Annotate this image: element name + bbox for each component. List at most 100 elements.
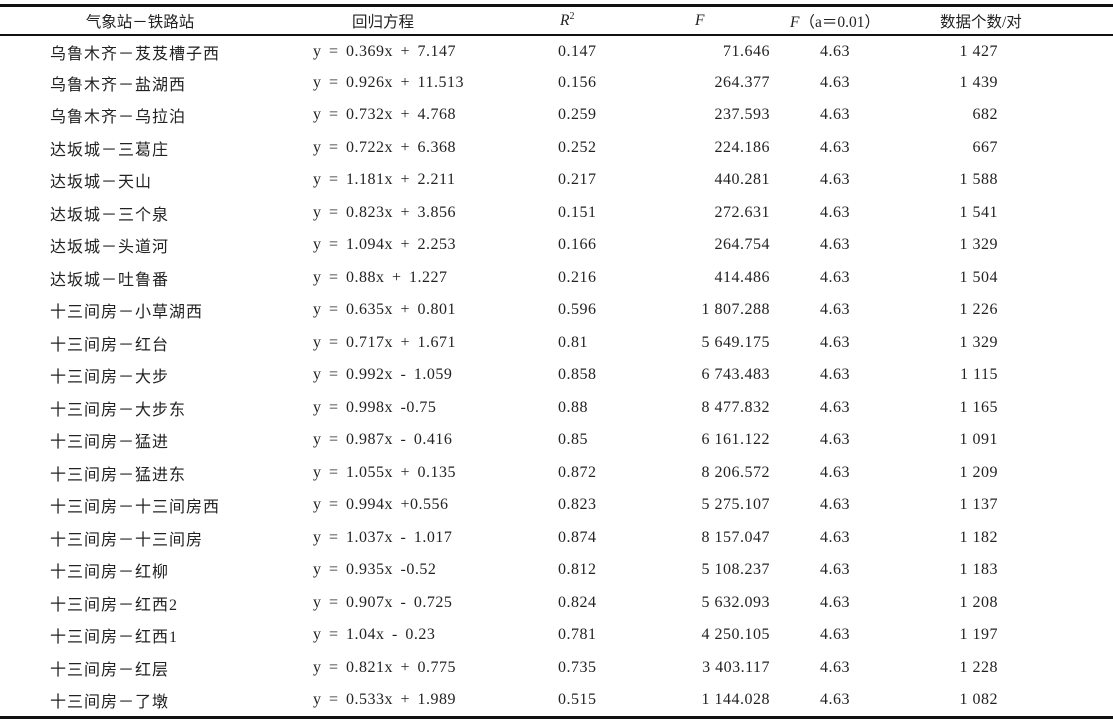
cell-station: 十三间房－猛进东 <box>50 466 187 484</box>
cell-f-critical: 4.63 <box>820 691 850 709</box>
table-row: 乌鲁木齐－盐湖西 y = 0.926x + 11.513 0.156 264.377 4… <box>0 67 1113 100</box>
cell-f: 5 649.175 <box>701 333 770 351</box>
cell-count: 667 <box>972 138 998 156</box>
cell-r2: 0.858 <box>558 366 597 384</box>
table-row: 十三间房－红西1 y = 1.04x - 0.23 0.781 4 250.105 4.… <box>0 619 1113 652</box>
cell-equation: y = 0.732x + 4.768 <box>313 106 457 124</box>
cell-equation: y = 0.823x + 3.856 <box>313 203 457 221</box>
table-top-rule <box>0 4 1113 7</box>
header-r2-sup: 2 <box>569 10 575 22</box>
table-row: 十三间房－红西2 y = 0.907x - 0.725 0.824 5 632.093… <box>0 587 1113 620</box>
cell-r2: 0.151 <box>558 203 597 221</box>
cell-station: 达坂城－天山 <box>50 174 153 192</box>
cell-f-critical: 4.63 <box>820 366 850 384</box>
cell-f-critical: 4.63 <box>820 561 850 579</box>
cell-r2: 0.781 <box>558 626 597 644</box>
cell-count: 1 165 <box>959 398 998 416</box>
cell-f: 5 632.093 <box>701 593 770 611</box>
cell-f-critical: 4.63 <box>820 106 850 124</box>
cell-equation: y = 0.369x + 7.147 <box>313 43 457 61</box>
cell-f-critical: 4.63 <box>820 203 850 221</box>
cell-r2: 0.823 <box>558 496 597 514</box>
cell-r2: 0.88 <box>558 398 588 416</box>
cell-count: 1 082 <box>959 691 998 709</box>
cell-f-critical: 4.63 <box>820 43 850 61</box>
cell-station: 乌鲁木齐－盐湖西 <box>50 76 187 94</box>
cell-station: 十三间房－红西2 <box>50 596 179 614</box>
cell-equation: y = 1.04x - 0.23 <box>313 626 436 644</box>
table-row: 十三间房－红柳 y = 0.935x -0.52 0.812 5 108.237 4.6… <box>0 554 1113 587</box>
cell-equation: y = 0.994x +0.556 <box>313 496 449 514</box>
cell-f-critical: 4.63 <box>820 496 850 514</box>
cell-equation: y = 0.992x - 1.059 <box>313 366 453 384</box>
cell-r2: 0.259 <box>558 106 597 124</box>
cell-r2: 0.596 <box>558 301 597 319</box>
table-row: 乌鲁木齐－乌拉泊 y = 0.732x + 4.768 0.259 237.593 4.… <box>0 99 1113 132</box>
header-fcrit-f: F <box>790 13 800 31</box>
table-header-rule <box>0 34 1113 36</box>
cell-f-critical: 4.63 <box>820 73 850 91</box>
cell-f: 8 206.572 <box>701 463 770 481</box>
cell-f-critical: 4.63 <box>820 301 850 319</box>
cell-f: 224.186 <box>714 138 770 156</box>
cell-station: 十三间房－红西1 <box>50 629 179 647</box>
cell-f-critical: 4.63 <box>820 333 850 351</box>
cell-f: 8 477.832 <box>701 398 770 416</box>
cell-f-critical: 4.63 <box>820 171 850 189</box>
cell-r2: 0.872 <box>558 463 597 481</box>
cell-count: 1 226 <box>959 301 998 319</box>
cell-count: 1 091 <box>959 431 998 449</box>
table-bottom-rule <box>0 716 1113 719</box>
cell-station: 十三间房－十三间房西 <box>50 499 221 517</box>
cell-equation: y = 1.181x + 2.211 <box>313 171 456 189</box>
cell-f-critical: 4.63 <box>820 236 850 254</box>
table-row: 十三间房－红台 y = 0.717x + 1.671 0.81 5 649.175 4.… <box>0 327 1113 360</box>
cell-r2: 0.85 <box>558 431 588 449</box>
cell-count: 1 329 <box>959 333 998 351</box>
cell-f: 1 144.028 <box>701 691 770 709</box>
cell-r2: 0.735 <box>558 658 597 676</box>
cell-count: 1 115 <box>960 366 998 384</box>
cell-f-critical: 4.63 <box>820 528 850 546</box>
cell-station: 十三间房－大步 <box>50 369 170 387</box>
cell-r2: 0.812 <box>558 561 597 579</box>
cell-station: 十三间房－了墩 <box>50 694 170 712</box>
cell-equation: y = 1.055x + 0.135 <box>313 463 457 481</box>
header-f-critical: F（a＝0.01） <box>780 7 890 34</box>
table-row: 十三间房－猛进东 y = 1.055x + 0.135 0.872 8 206.572… <box>0 457 1113 490</box>
table-row: 十三间房－十三间房西 y = 0.994x +0.556 0.823 5 275.10… <box>0 489 1113 522</box>
table-header-row: 气象站－铁路站 回归方程 R2 F F（a＝0.01） 数据个数/对 <box>0 7 1113 34</box>
header-f: F <box>640 7 780 34</box>
cell-count: 1 137 <box>959 496 998 514</box>
cell-f: 237.593 <box>714 106 770 124</box>
cell-f: 3 403.117 <box>702 658 770 676</box>
cell-r2: 0.156 <box>558 73 597 91</box>
cell-f: 5 275.107 <box>701 496 770 514</box>
cell-count: 1 183 <box>959 561 998 579</box>
cell-f: 5 108.237 <box>701 561 770 579</box>
cell-count: 1 504 <box>959 268 998 286</box>
cell-f-critical: 4.63 <box>820 431 850 449</box>
cell-station: 乌鲁木齐－乌拉泊 <box>50 109 187 127</box>
table-row: 达坂城－头道河 y = 1.094x + 2.253 0.166 264.754 4.6… <box>0 229 1113 262</box>
cell-f: 1 807.288 <box>701 301 770 319</box>
cell-f-critical: 4.63 <box>820 626 850 644</box>
cell-equation: y = 0.907x - 0.725 <box>313 593 453 611</box>
cell-station: 乌鲁木齐－芨芨槽子西 <box>50 46 221 64</box>
cell-count: 1 439 <box>959 73 998 91</box>
cell-f: 272.631 <box>714 203 770 221</box>
header-equation: 回归方程 <box>351 13 414 31</box>
cell-equation: y = 0.998x -0.75 <box>313 398 437 416</box>
cell-equation: y = 0.533x + 1.989 <box>313 691 457 709</box>
cell-station: 十三间房－猛进 <box>50 434 170 452</box>
cell-count: 1 197 <box>959 626 998 644</box>
cell-equation: y = 0.821x + 0.775 <box>313 658 457 676</box>
table-row: 十三间房－了墩 y = 0.533x + 1.989 0.515 1 144.028 4… <box>0 684 1113 717</box>
cell-f: 71.646 <box>723 43 770 61</box>
header-count: 数据个数/对 <box>940 13 1022 31</box>
regression-table: 气象站－铁路站 回归方程 R2 F F（a＝0.01） 数据个数/对 乌鲁木齐－… <box>0 7 1113 717</box>
table-row: 达坂城－天山 y = 1.181x + 2.211 0.217 440.281 4.63… <box>0 164 1113 197</box>
table-row: 乌鲁木齐－芨芨槽子西 y = 0.369x + 7.147 0.147 71.646 4… <box>0 34 1113 67</box>
cell-f: 6 161.122 <box>701 431 770 449</box>
cell-count: 1 228 <box>959 658 998 676</box>
